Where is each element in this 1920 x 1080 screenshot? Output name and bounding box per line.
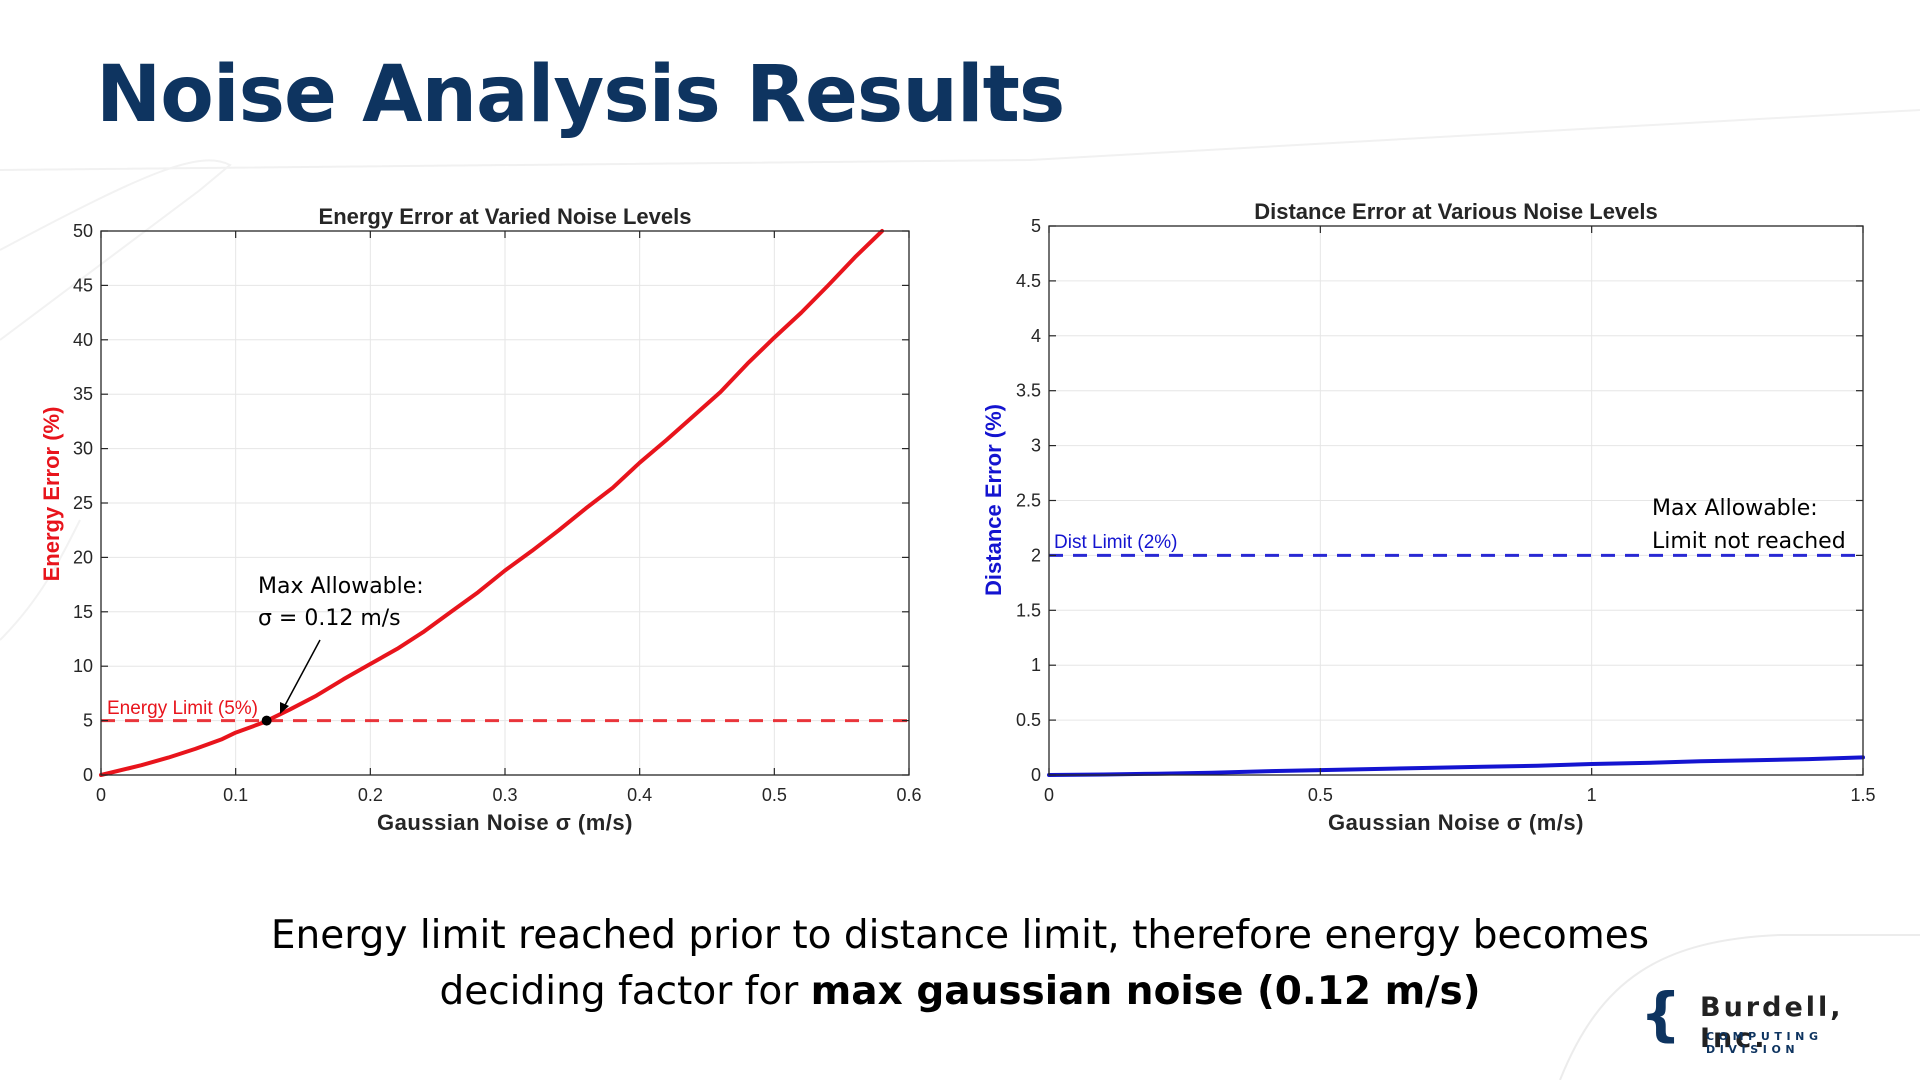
x-tick-labels: 0 0.5 1 1.5: [1044, 785, 1876, 805]
annotation-line1: Max Allowable:: [258, 574, 424, 599]
y-axis-label: Distance Error (%): [981, 404, 1006, 596]
energy-error-chart: 0 0.1 0.2 0.3 0.4 0.5 0.6 0 5 10 15 20 25 30 35 40 45 50…: [39, 204, 922, 835]
series-line: [1047, 755, 1865, 777]
x-tick-label: 0.5: [762, 785, 787, 805]
y-tick-label: 25: [73, 493, 93, 513]
chart-title: Distance Error at Various Noise Levels: [1254, 199, 1658, 224]
y-tick-label: 5: [83, 711, 93, 731]
limit-label: Energy Limit (5%): [107, 698, 258, 719]
y-tick-label: 3: [1031, 436, 1041, 456]
annotation-arrow: [282, 639, 321, 710]
annotation-line1: Max Allowable:: [1652, 496, 1818, 521]
y-tick-label: 20: [73, 547, 93, 567]
limit-label: Dist Limit (2%): [1054, 532, 1178, 553]
x-tick-label: 0: [1044, 785, 1054, 805]
annotation-line2: σ = 0.12 m/s: [258, 606, 401, 631]
slide-title: Noise Analysis Results: [96, 50, 1065, 140]
y-tick-labels: 0 5 10 15 20 25 30 35 40 45 50: [73, 221, 93, 785]
y-tick-label: 5: [1031, 216, 1041, 236]
x-tick-label: 0.4: [627, 785, 652, 805]
y-tick-label: 45: [73, 275, 93, 295]
annotation-line2: Limit not reached: [1652, 529, 1846, 554]
x-tick-labels: 0 0.1 0.2 0.3 0.4 0.5 0.6: [96, 785, 922, 805]
y-tick-label: 10: [73, 656, 93, 676]
conclusion-line2-bold: max gaussian noise (0.12 m/s): [810, 969, 1481, 1014]
distance-error-chart: 0 0.5 1 1.5 0 0.5 1 1.5 2 2.5 3 3.5 4 4.5 5 Distance …: [981, 199, 1876, 835]
marker-group: [261, 715, 272, 726]
max-allowable-point: [261, 715, 272, 726]
x-axis-label: Gaussian Noise σ (m/s): [377, 810, 633, 835]
series-group: [1047, 755, 1865, 777]
company-logo: { Burdell, Inc. COMPUTING DIVISION: [1640, 984, 1900, 1056]
x-tick-label: 0.2: [358, 785, 383, 805]
y-tick-label: 2.5: [1016, 491, 1041, 511]
grid-lines: [101, 231, 909, 775]
axes-box: [1048, 225, 1864, 776]
y-tick-label: 0: [1031, 765, 1041, 785]
x-tick-label: 0: [96, 785, 106, 805]
axes-box: [100, 230, 910, 776]
conclusion-line1: Energy limit reached prior to distance l…: [270, 913, 1650, 958]
conclusion-line2-prefix: deciding factor for: [439, 969, 811, 1014]
y-tick-label: 0.5: [1016, 710, 1041, 730]
conclusion-line2: deciding factor for max gaussian noise (…: [0, 964, 1920, 1020]
annotation-arrowhead: [280, 702, 289, 714]
y-tick-label: 1: [1031, 655, 1041, 675]
y-tick-label: 30: [73, 439, 93, 459]
logo-company-name: Burdell, Inc.: [1700, 992, 1844, 1054]
y-tick-label: 50: [73, 221, 93, 241]
y-tick-label: 2: [1031, 545, 1041, 565]
x-axis-label: Gaussian Noise σ (m/s): [1328, 810, 1584, 835]
y-tick-label: 15: [73, 602, 93, 622]
y-tick-label: 3.5: [1016, 381, 1041, 401]
y-tick-label: 4: [1031, 326, 1041, 346]
x-tick-label: 1.5: [1850, 785, 1875, 805]
grid-lines: [1049, 226, 1863, 775]
y-axis-label: Energy Error (%): [39, 407, 64, 582]
y-tick-label: 1.5: [1016, 600, 1041, 620]
series-line: [99, 229, 885, 777]
y-tick-label: 40: [73, 330, 93, 350]
logo-subtitle: COMPUTING DIVISION: [1706, 1030, 1823, 1056]
y-tick-label: 4.5: [1016, 271, 1041, 291]
y-tick-labels: 0 0.5 1 1.5 2 2.5 3 3.5 4 4.5 5: [1016, 216, 1041, 785]
x-tick-label: 0.5: [1308, 785, 1333, 805]
series-group: [99, 229, 885, 777]
x-tick-label: 0.3: [492, 785, 517, 805]
y-tick-label: 0: [83, 765, 93, 785]
conclusion-text: Energy limit reached prior to distance l…: [0, 908, 1920, 1020]
chart-title: Energy Error at Varied Noise Levels: [319, 204, 692, 229]
x-tick-label: 0.6: [896, 785, 921, 805]
x-tick-label: 1: [1587, 785, 1597, 805]
logo-brace-icon: {: [1640, 980, 1682, 1048]
y-tick-label: 35: [73, 384, 93, 404]
x-tick-label: 0.1: [223, 785, 248, 805]
